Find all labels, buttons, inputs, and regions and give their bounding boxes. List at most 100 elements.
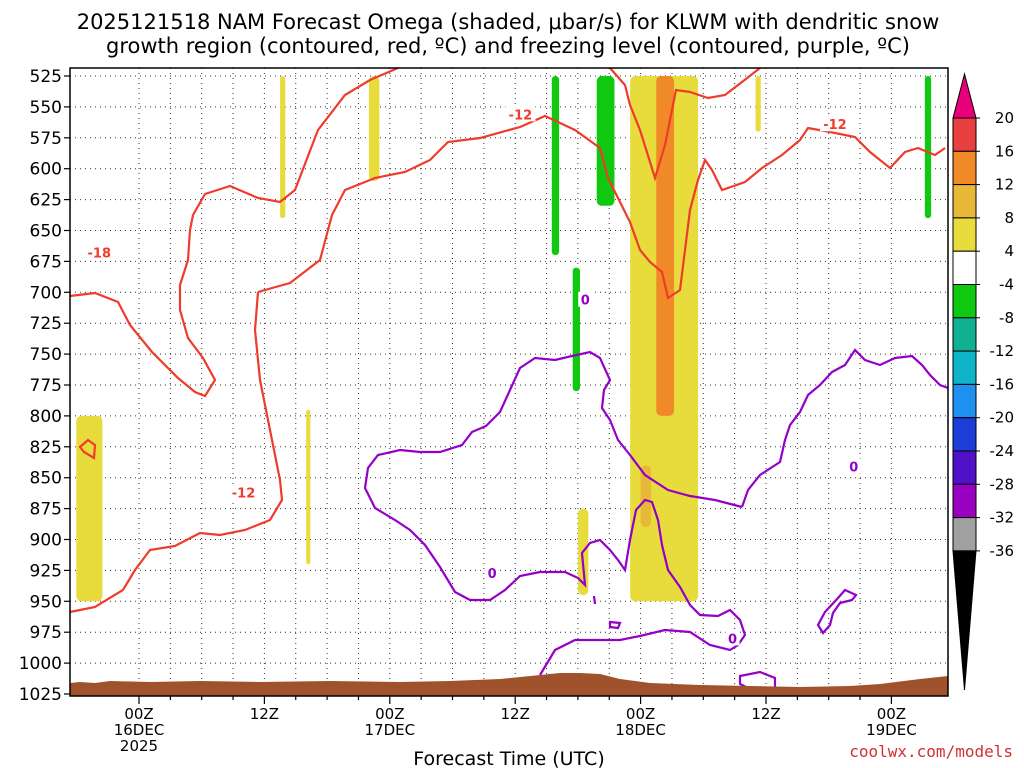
contour-label: 0 (849, 461, 858, 476)
freezing-level-small-loop-3 (608, 620, 622, 630)
contour-label: -12 (232, 487, 256, 502)
y-tick-label: 800 (30, 407, 62, 427)
x-tick-label: 16DEC (114, 721, 165, 739)
x-tick-label: 12Z (501, 705, 530, 723)
contour-label-bg (725, 630, 740, 646)
chart-title-line-1: 2025121518 NAM Forecast Omega (shaded, μ… (77, 10, 940, 34)
colorbar-segment (952, 350, 977, 385)
colorbar-label: -4 (999, 276, 1014, 294)
dendritic-minus12-upper-contour-3 (609, 67, 761, 182)
colorbar-segment (952, 117, 977, 152)
colorbar-label: 8 (1004, 209, 1014, 227)
contour-label: 0 (728, 632, 737, 647)
omega-region-yellow-5 (76, 415, 103, 602)
y-tick-label: 725 (30, 314, 62, 334)
x-tick-label: 00Z (124, 705, 153, 723)
dendritic-minus12-lower-contour (69, 291, 284, 614)
colorbar-label: -32 (990, 509, 1015, 527)
omega-region-yellow-4 (755, 76, 761, 132)
plot-frame (69, 67, 949, 697)
omega-region-orange-2 (640, 465, 652, 528)
y-tick-label: 825 (30, 438, 62, 458)
contour-label-bg (505, 106, 536, 122)
x-tick-label: 2025 (120, 737, 158, 755)
colorbar-segment (952, 317, 977, 352)
omega-shading (76, 76, 932, 602)
omega-region-green-2 (596, 76, 615, 206)
freezing-level-dot (592, 595, 597, 605)
colorbar: 20 16 12 8 4 -4 -8 -12 -16 -20 -24 -28 -32 -36 (952, 72, 1015, 691)
freezing-level-contours (363, 348, 949, 692)
y-tick-label: 750 (30, 345, 62, 365)
contour-label-layer: -12 -12 -18 -12 0 0 0 0 (84, 106, 861, 647)
omega-region-yellow-2 (368, 76, 380, 182)
y-tick-label: 1025 (19, 685, 62, 705)
omega-region-green-1 (551, 76, 560, 256)
contour-label: -12 (509, 108, 533, 123)
colorbar-segment (952, 184, 977, 219)
x-tick-label: 18DEC (615, 721, 666, 739)
dendritic-minus12-upper-contour (192, 66, 399, 216)
omega-region-yellow-6 (306, 409, 311, 565)
y-tick-label: 550 (30, 98, 62, 118)
terrain-ground-fill (70, 673, 948, 696)
colorbar-segment (952, 517, 977, 552)
x-tick-label: 12Z (751, 705, 780, 723)
y-tick-label: 875 (30, 500, 62, 520)
contour-label: -18 (88, 247, 112, 262)
x-axis-label: Forecast Time (UTC) (413, 748, 604, 768)
omega-region-yellow-1 (280, 76, 286, 219)
colorbar-segment (952, 417, 977, 452)
colorbar-label: 16 (995, 142, 1014, 160)
contour-label-bg (578, 291, 593, 307)
contour-label: 0 (488, 567, 497, 582)
colorbar-segment (952, 483, 977, 519)
contour-label-bg (846, 458, 861, 474)
y-tick-label: 925 (30, 561, 62, 581)
dendritic-minus12-small-loop (78, 438, 97, 460)
dendritic-minus18-contour (69, 214, 217, 398)
freezing-level-right-contour (740, 348, 949, 508)
colorbar-segment (952, 250, 977, 285)
credit-text: coolwx.com/models (849, 742, 1013, 761)
x-tick-label: 12Z (250, 705, 279, 723)
colorbar-label: -16 (990, 375, 1015, 393)
x-tick-label: 00Z (877, 705, 906, 723)
dendritic-minus12-upper-contour-2 (257, 114, 946, 300)
y-tick-label: 600 (30, 160, 62, 180)
plot-area: -12 -12 -18 -12 0 0 0 0 (69, 66, 949, 697)
colorbar-label: -24 (990, 442, 1015, 460)
y-tick-label: 700 (30, 283, 62, 303)
colorbar-segment (952, 217, 977, 252)
colorbar-label: 12 (995, 176, 1014, 194)
y-tick-label: 900 (30, 531, 62, 551)
plot-background (70, 68, 948, 696)
contour-label-bg (84, 244, 115, 260)
omega-region-green-4 (924, 76, 932, 219)
omega-region-orange-1 (656, 76, 675, 416)
colorbar-bottom-arrow (952, 550, 977, 691)
colorbar-segment (952, 450, 977, 485)
colorbar-segment (952, 150, 977, 186)
y-tick-label: 525 (30, 67, 62, 87)
colorbar-label: -36 (990, 542, 1015, 560)
colorbar-label: 4 (1004, 242, 1014, 260)
colorbar-label: -20 (990, 409, 1015, 427)
colorbar-label: 20 (995, 109, 1014, 127)
x-tick-label: 17DEC (365, 721, 416, 739)
contour-label-bg (819, 116, 850, 132)
y-tick-label: 650 (30, 222, 62, 242)
contour-label: 0 (581, 294, 590, 309)
y-axis: 525 550 575 600 625 650 675 700 725 750 775 800 825 8… (19, 67, 70, 705)
colorbar-label: -8 (999, 309, 1014, 327)
x-tick-label: 00Z (375, 705, 404, 723)
colorbar-segment (952, 284, 977, 319)
colorbar-label: -28 (990, 475, 1015, 493)
contour-label: -12 (823, 118, 847, 133)
y-tick-label: 625 (30, 191, 62, 211)
y-tick-label: 950 (30, 592, 62, 612)
omega-region-green-3 (572, 267, 580, 392)
x-tick-label: 19DEC (866, 721, 917, 739)
chart-title-line-2: growth region (contoured, red, ºC) and f… (106, 34, 910, 58)
